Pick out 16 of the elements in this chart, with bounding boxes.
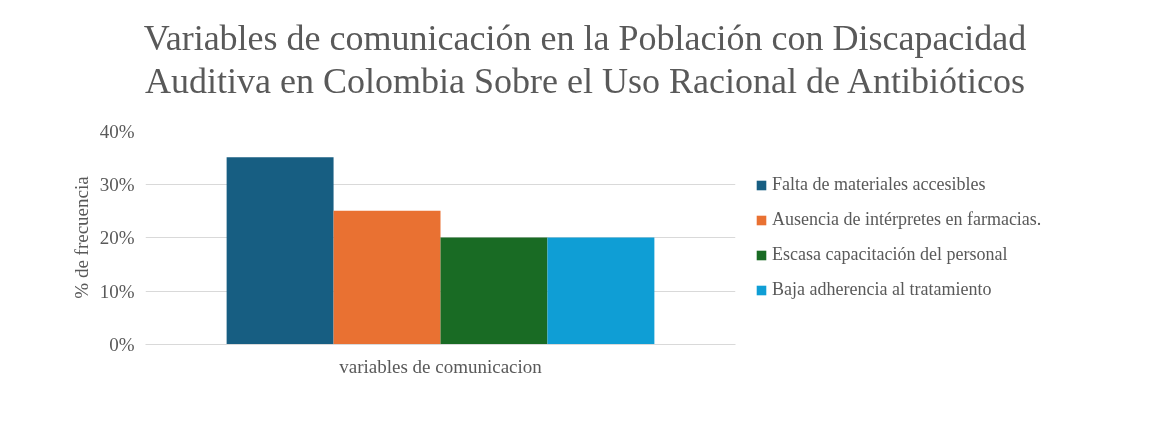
bar — [440, 237, 548, 345]
y-tick-label: 20% — [99, 227, 135, 248]
legend-label: Baja adherencia al tratamiento — [772, 279, 992, 300]
legend-label: Escasa capacitación del personal — [772, 244, 1008, 265]
y-tick-label: 30% — [99, 173, 135, 195]
y-tick-label: 10% — [99, 280, 135, 302]
bar — [226, 157, 334, 345]
y-tick-label: 40% — [99, 120, 135, 142]
legend-label: Ausencia de intérpretes en farmacias. — [772, 209, 1042, 230]
chart-title: Variables de comunicación en la Población con Discapacidad Auditiva en Colombia Sobre el Uso Racional de Antibióticos — [142, 17, 1028, 104]
legend-label: Falta de materiales accesibles — [772, 174, 986, 195]
x-tick-label: variables de comunicacion — [339, 355, 543, 377]
y-tick-label: 0% — [109, 334, 135, 355]
y-axis-title: % de frecuencia — [70, 175, 92, 299]
bar — [547, 237, 655, 345]
bar — [333, 210, 441, 345]
